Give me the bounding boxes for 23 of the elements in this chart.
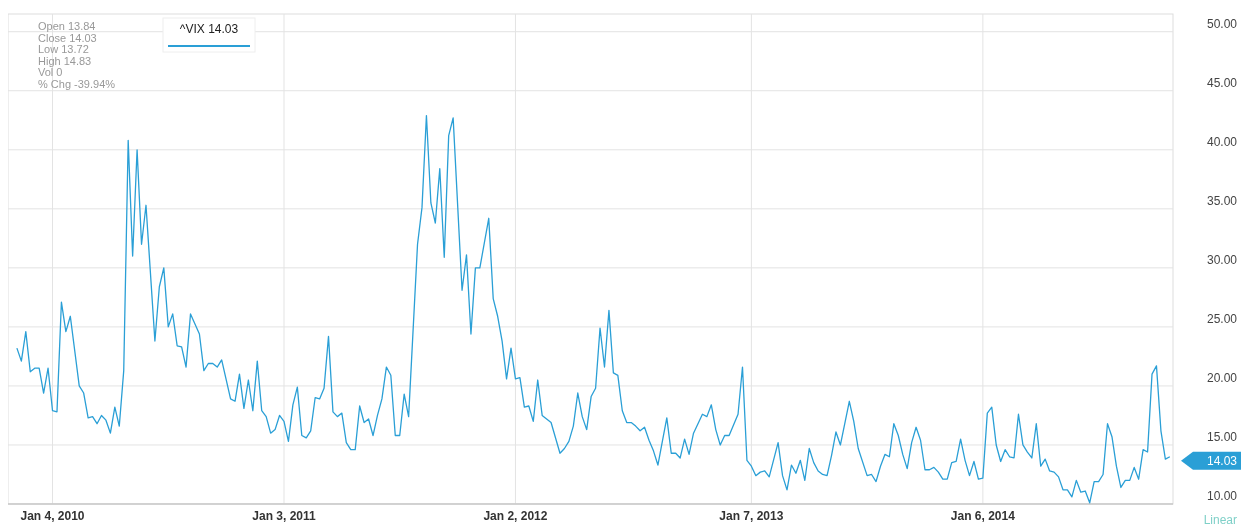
y-tick-label: 30.00 — [1206, 252, 1238, 267]
y-tick-label: 15.00 — [1206, 429, 1238, 444]
text: 14.03 — [1206, 453, 1238, 468]
text: Linear — [1203, 513, 1237, 527]
y-tick-label: 45.00 — [1206, 75, 1238, 90]
annotation: High 14.83 — [38, 54, 92, 67]
text: ^VIX 14.03 — [179, 22, 239, 36]
y-tick-label: 25.00 — [1206, 311, 1238, 326]
x-tick-label: Jan 2, 2012 — [483, 509, 548, 523]
x-tick-label: Jan 4, 2010 — [20, 509, 85, 523]
y-tick-label: 35.00 — [1206, 193, 1238, 208]
annotation: Vol 0 — [38, 66, 63, 78]
annotation: % Chg -39.94% — [38, 77, 116, 90]
y-tick-label: 50.00 — [1206, 16, 1238, 31]
x-tick-label: Jan 6, 2014 — [950, 509, 1016, 523]
x-tick-label: Jan 7, 2013 — [719, 509, 784, 523]
annotation: Close 14.03 — [38, 31, 97, 44]
y-tick-label: 40.00 — [1206, 134, 1238, 149]
y-tick-label: 10.00 — [1206, 489, 1238, 503]
annotation: Low 13.72 — [38, 43, 89, 55]
y-tick-label: 20.00 — [1206, 370, 1238, 385]
x-tick-label: Jan 3, 2011 — [252, 509, 317, 523]
annotation: Open 13.84 — [38, 20, 96, 32]
